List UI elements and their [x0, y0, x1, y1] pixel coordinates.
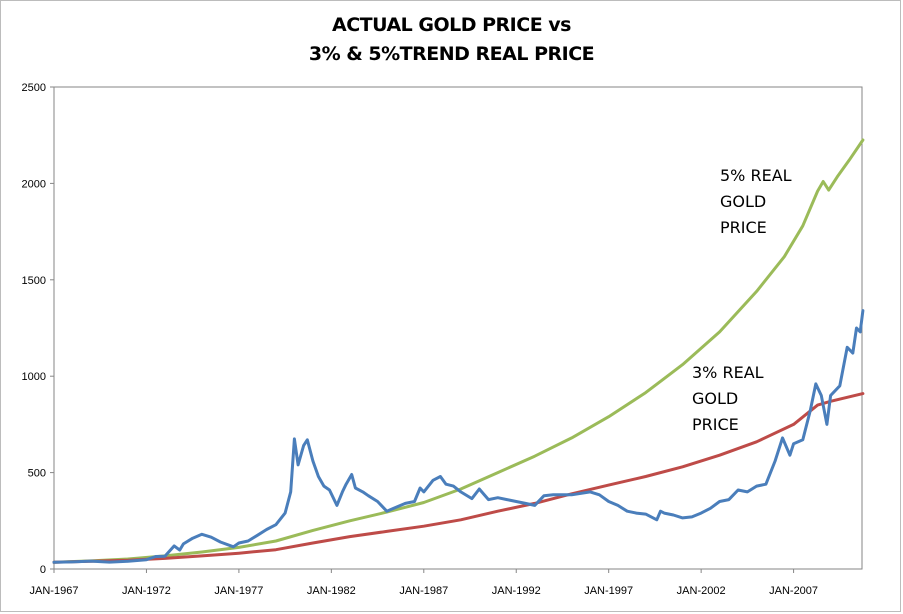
x-tick-label: JAN-1987 [399, 585, 448, 597]
series-line-real3 [52, 392, 865, 564]
x-tick-label: JAN-1992 [492, 585, 541, 597]
annotation-real5-line: PRICE [720, 218, 767, 237]
x-axis: JAN-1967 JAN-1972 JAN-1977 JAN-1982 JAN-1987… [30, 569, 818, 597]
x-tick-label: JAN-1977 [214, 585, 263, 597]
y-axis: 0 500 1000 1500 2000 2500 [22, 82, 54, 576]
plot-area [53, 86, 863, 570]
annotation-real3-line: 3% REAL [692, 363, 764, 382]
x-tick-label: JAN-1982 [307, 585, 356, 597]
annotation-layer: 5% REAL GOLD PRICE 3% REAL GOLD PRICE [692, 166, 792, 434]
y-tick-label: 2000 [22, 178, 46, 190]
x-tick-label: JAN-1997 [584, 585, 633, 597]
x-tick-label: JAN-2002 [677, 585, 726, 597]
y-tick-label: 1000 [22, 371, 46, 383]
y-tick-label: 1500 [22, 275, 46, 287]
chart-title-line1: ACTUAL GOLD PRICE vs [332, 14, 571, 36]
y-tick-label: 0 [40, 564, 46, 576]
series-layer [52, 138, 865, 564]
series-line-actual [52, 309, 865, 564]
x-tick-label: JAN-2007 [769, 585, 818, 597]
series-line-real5 [52, 138, 865, 564]
x-tick-label: JAN-1967 [30, 585, 79, 597]
x-tick-label: JAN-1972 [122, 585, 171, 597]
annotation-real3-line: PRICE [692, 415, 739, 434]
annotation-real5-line: 5% REAL [720, 166, 792, 185]
chart-title-line2: 3% & 5%TREND REAL PRICE [308, 43, 595, 65]
y-tick-label: 2500 [22, 82, 46, 94]
y-tick-label: 500 [28, 468, 46, 480]
annotation-real5-line: GOLD [720, 192, 766, 211]
annotation-real3-line: GOLD [692, 389, 738, 408]
